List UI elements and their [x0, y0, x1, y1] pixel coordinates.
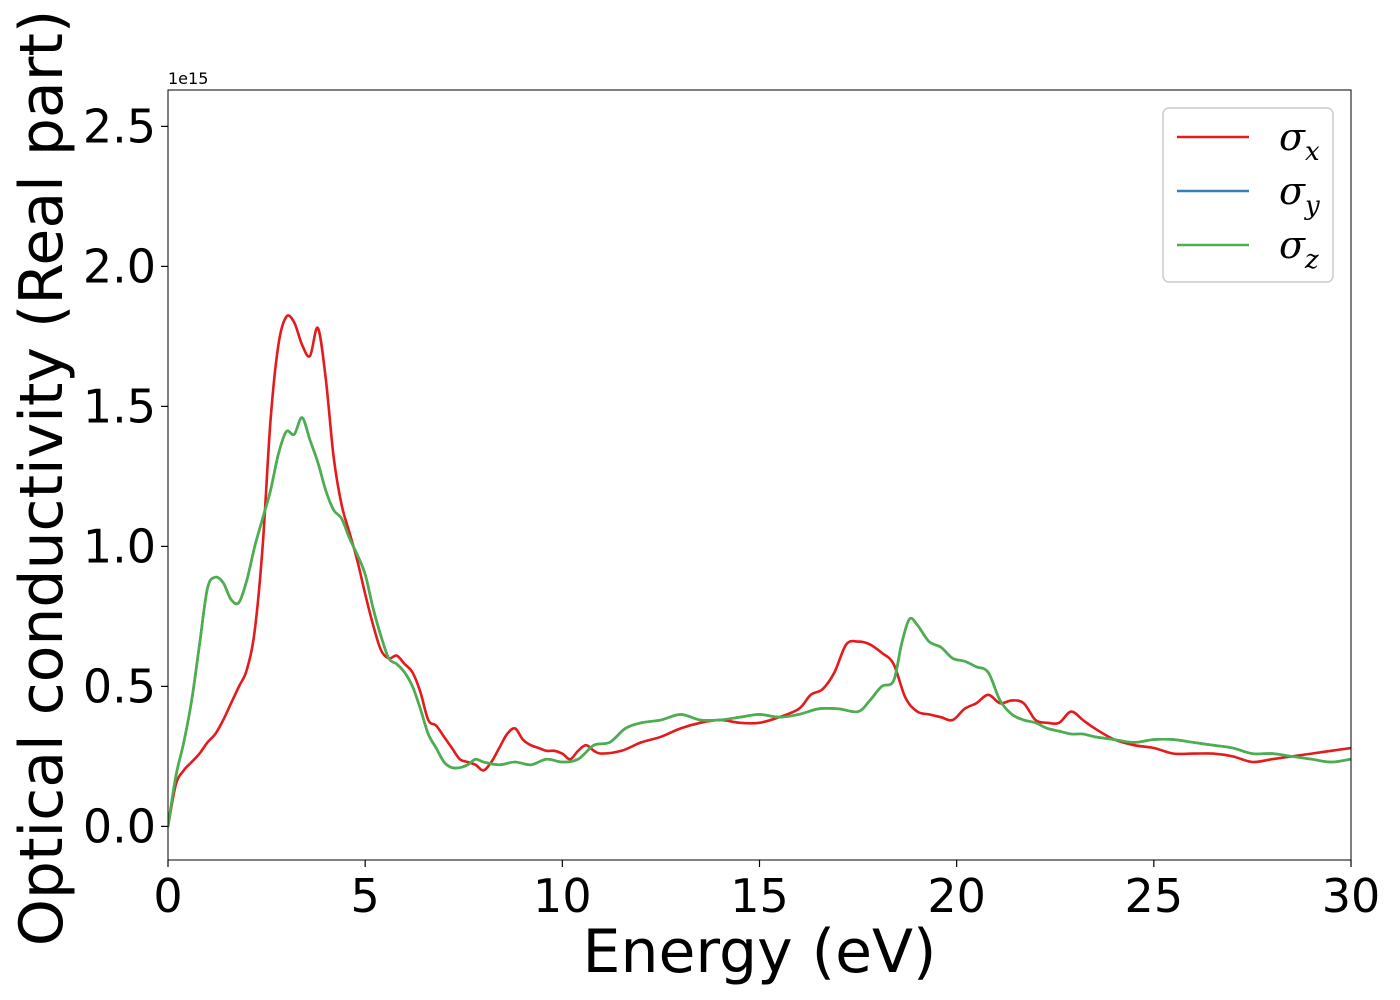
y-tick-label: 2.5 — [83, 99, 156, 153]
y-tick-label: 0.0 — [83, 799, 156, 853]
legend-entry-sigma-z: σz — [1177, 223, 1319, 275]
series-layer — [168, 314, 1351, 828]
sigma-x-line — [168, 314, 1351, 828]
legend-label: σz — [1279, 223, 1319, 275]
x-tick-label: 10 — [533, 869, 592, 923]
x-tick-label: 30 — [1322, 869, 1381, 923]
x-tick-label: 15 — [730, 869, 789, 923]
y-tick-label: 0.5 — [83, 659, 156, 713]
legend-box — [1162, 107, 1334, 283]
legend-label: σy — [1279, 169, 1320, 221]
x-tick-label: 0 — [153, 869, 182, 923]
sigma-z-line — [168, 416, 1351, 828]
y-tick-label: 1.0 — [83, 519, 156, 573]
y-axis-title: Optical conductivity (Real part) — [7, 10, 77, 947]
y-offset-label: 1e15 — [168, 69, 208, 88]
legend-entry-sigma-y: σy — [1177, 169, 1320, 221]
y-axis: 0.0 0.5 1.0 1.5 2.0 2.5 — [83, 99, 168, 853]
x-tick-label: 5 — [351, 869, 380, 923]
y-tick-label: 2.0 — [83, 239, 156, 293]
legend-entry-sigma-x: σx — [1177, 115, 1320, 167]
y-tick-label: 1.5 — [83, 379, 156, 433]
x-tick-label: 25 — [1125, 869, 1184, 923]
plot-area — [168, 90, 1351, 860]
x-axis-title: Energy (eV) — [583, 917, 937, 987]
x-axis: 0 5 10 15 20 25 30 — [153, 860, 1380, 923]
x-tick-label: 20 — [927, 869, 986, 923]
legend-label: σx — [1279, 115, 1320, 167]
